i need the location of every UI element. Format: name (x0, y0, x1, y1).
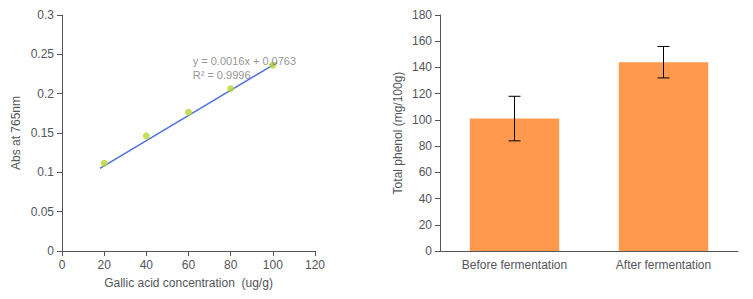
svg-text:0.05: 0.05 (31, 205, 55, 219)
svg-text:100: 100 (263, 258, 283, 272)
svg-text:Abs at 765nm: Abs at 765nm (9, 96, 23, 170)
svg-text:0: 0 (47, 244, 54, 258)
svg-text:120: 120 (412, 87, 432, 101)
svg-text:20: 20 (419, 218, 433, 232)
svg-text:0: 0 (425, 244, 432, 258)
svg-text:Before fermentation: Before fermentation (462, 258, 567, 272)
svg-text:Gallic acid concentration (ug: Gallic acid concentration (ug/g) (104, 276, 273, 290)
svg-text:80: 80 (419, 139, 433, 153)
svg-text:0.25: 0.25 (31, 47, 55, 61)
svg-text:120: 120 (305, 258, 325, 272)
svg-text:y = 0.0016x + 0.0763: y = 0.0016x + 0.0763 (193, 55, 296, 67)
svg-text:60: 60 (419, 165, 433, 179)
svg-text:60: 60 (182, 258, 196, 272)
svg-text:Total phenol (mg/100g): Total phenol (mg/100g) (391, 72, 405, 195)
svg-text:100: 100 (412, 113, 432, 127)
svg-text:0.3: 0.3 (37, 8, 54, 22)
svg-text:R² = 0.9996: R² = 0.9996 (193, 69, 251, 81)
svg-text:0.1: 0.1 (37, 165, 54, 179)
svg-text:40: 40 (140, 258, 154, 272)
svg-text:0.2: 0.2 (37, 87, 54, 101)
svg-text:0: 0 (59, 258, 66, 272)
svg-text:160: 160 (412, 34, 432, 48)
svg-text:After fermentation: After fermentation (616, 258, 711, 272)
svg-text:40: 40 (419, 192, 433, 206)
svg-text:140: 140 (412, 60, 432, 74)
svg-text:20: 20 (97, 258, 111, 272)
svg-text:180: 180 (412, 8, 432, 22)
svg-text:80: 80 (224, 258, 238, 272)
svg-text:0.15: 0.15 (31, 126, 55, 140)
